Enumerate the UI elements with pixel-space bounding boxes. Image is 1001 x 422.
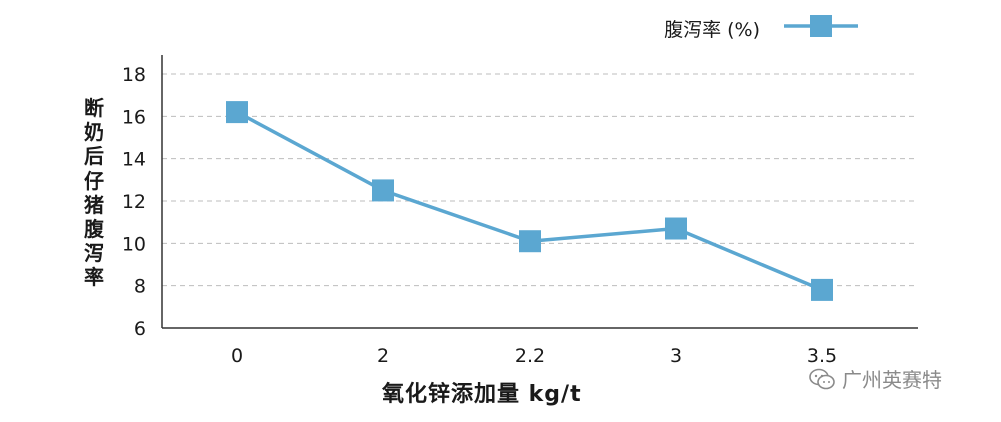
x-tick-label: 0 <box>231 345 243 367</box>
wechat-icon <box>809 368 835 389</box>
y-axis-label: 断奶后仔猪腹泻率 <box>84 96 104 290</box>
x-axis-label: 氧化锌添加量 kg/t <box>382 382 582 407</box>
x-tick-label: 3 <box>670 345 682 367</box>
y-tick-label: 10 <box>122 233 146 255</box>
series-group <box>226 101 833 301</box>
x-tick-label: 3.5 <box>807 345 837 367</box>
axes <box>161 55 918 329</box>
y-tick-label: 6 <box>134 318 146 340</box>
y-ticks: 6 8 10 12 14 16 18 <box>122 64 146 340</box>
y-tick-label: 18 <box>122 64 146 86</box>
legend-label: 腹泻率 (%) <box>664 19 760 41</box>
y-tick-label: 12 <box>122 191 146 213</box>
watermark-text: 广州英赛特 <box>842 368 942 392</box>
data-point-3.5 <box>811 278 833 301</box>
data-point-0 <box>226 101 248 124</box>
x-tick-label: 2.2 <box>515 345 545 367</box>
y-tick-label: 16 <box>122 106 146 128</box>
legend-marker <box>810 15 832 37</box>
y-tick-label: 14 <box>122 149 146 171</box>
x-ticks: 0 2 2.2 3 3.5 <box>231 345 837 367</box>
data-point-2.2 <box>519 230 541 253</box>
legend: 腹泻率 (%) <box>664 15 858 41</box>
watermark: 广州英赛特 <box>808 364 942 393</box>
data-point-3 <box>665 217 687 240</box>
grid-lines <box>162 73 918 287</box>
y-tick-label: 8 <box>134 276 146 298</box>
x-tick-label: 2 <box>377 345 389 367</box>
data-point-2 <box>372 179 394 202</box>
